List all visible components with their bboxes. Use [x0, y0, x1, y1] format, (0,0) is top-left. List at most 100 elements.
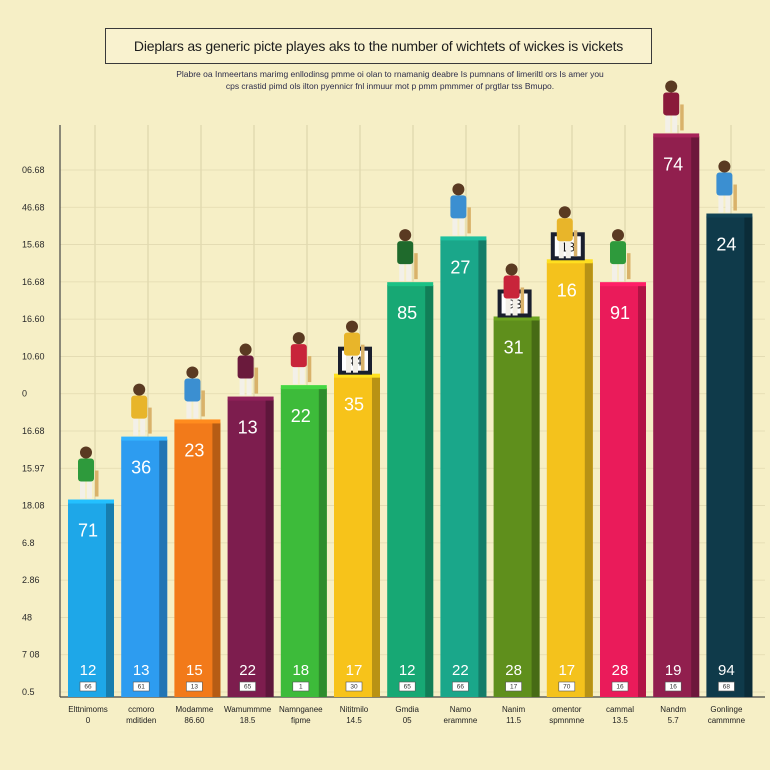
player-leg	[558, 240, 564, 259]
tag-box	[132, 681, 150, 692]
category-label: Modamme	[176, 705, 214, 714]
tag-label: 66	[457, 684, 465, 691]
player-leg	[80, 480, 85, 499]
tag-box	[611, 681, 629, 692]
bar-shadow	[212, 422, 221, 697]
tag-label: 16	[670, 684, 678, 691]
category-label: cammal	[606, 705, 634, 714]
bar-shadow	[744, 216, 753, 697]
player-jersey	[503, 275, 520, 299]
bar-top	[227, 396, 274, 401]
player-leg	[505, 297, 511, 316]
player-leg	[619, 263, 624, 282]
bar-base-label: 13	[133, 662, 150, 679]
player-head	[186, 366, 199, 379]
player-figure	[663, 80, 684, 133]
category-label: Nanim	[502, 705, 525, 714]
player-head	[718, 160, 731, 173]
bar-shadow	[531, 319, 540, 697]
y-tick-label: 2.86	[22, 575, 40, 585]
player-figure	[237, 343, 259, 396]
bar-shadow	[584, 262, 593, 697]
bar-base-label: 17	[346, 662, 363, 679]
player-leg	[246, 377, 252, 396]
bar-top	[121, 436, 168, 441]
tag-label: 66	[84, 684, 92, 691]
player-head	[505, 263, 518, 276]
player-jersey	[78, 458, 94, 482]
player-leg	[353, 354, 358, 373]
tag-label: 65	[244, 684, 252, 691]
tag-label: 13	[191, 684, 199, 691]
y-tick-label: 18.08	[22, 501, 45, 511]
player-leg	[725, 194, 731, 213]
players	[78, 80, 737, 499]
player-jersey	[450, 195, 467, 219]
bar-value-label: 27	[450, 257, 470, 277]
bar-top	[334, 373, 380, 378]
player-figure	[716, 160, 737, 213]
player-jersey	[131, 395, 148, 419]
tag-box	[452, 681, 469, 692]
player-leg	[565, 240, 571, 259]
player-head	[133, 383, 146, 396]
bar-value-label: 16	[557, 280, 577, 300]
bar-value-label: 85	[397, 303, 417, 323]
cricket-bat	[95, 470, 99, 497]
cricket-bat	[733, 184, 737, 211]
y-tick-label: 16.68	[22, 426, 45, 436]
bar-top	[653, 133, 700, 138]
category-sublabel: spmnmne	[549, 716, 585, 725]
bar-base-label: 22	[239, 662, 256, 679]
category-label: Namo	[450, 705, 472, 714]
bar-top	[387, 282, 434, 287]
bar-top	[440, 236, 487, 241]
bar-top	[706, 213, 753, 218]
bar-base-label: 28	[612, 662, 629, 679]
y-tick-label: 15.68	[22, 240, 45, 250]
cricket-bat	[414, 253, 418, 280]
tag-box	[558, 681, 576, 692]
y-tick-label: 6.8	[22, 538, 35, 548]
player-figure	[556, 206, 578, 259]
bar-shadow	[478, 239, 487, 697]
tag-label: 1	[299, 684, 303, 691]
player-leg	[665, 114, 671, 133]
bar-top	[600, 282, 646, 287]
player-leg	[133, 417, 139, 436]
player-head	[665, 80, 678, 93]
player-head	[399, 229, 412, 242]
player-leg	[186, 400, 192, 419]
bar-base-label: 18	[292, 662, 309, 679]
cricket-bat	[520, 287, 525, 314]
player-leg	[239, 377, 245, 396]
category-label: Nandm	[660, 705, 686, 714]
player-jersey	[290, 344, 307, 368]
cricket-bat	[148, 407, 152, 434]
category-sublabel: mditiden	[126, 716, 156, 725]
player-leg	[672, 114, 678, 133]
y-tick-label: 0.5	[22, 687, 35, 697]
tag-box	[505, 681, 522, 692]
category-label: Elttnimoms	[68, 705, 108, 714]
tag-box	[345, 681, 363, 692]
cricket-bat	[307, 356, 312, 383]
cricket-bat	[680, 104, 684, 131]
player-leg	[299, 366, 305, 385]
category-sublabel: erammne	[444, 716, 478, 725]
player-head	[292, 332, 305, 345]
tag-box	[79, 681, 97, 692]
y-tick-label: 16.68	[22, 277, 45, 287]
tag-label: 70	[563, 684, 571, 691]
bar-shadow	[372, 376, 380, 697]
y-tick-label: 0	[22, 389, 27, 399]
category-sublabel: 11.5	[506, 716, 522, 725]
subtitle-line-1: Plabre oa Inmeertans marimg enllodinsg p…	[176, 69, 604, 79]
y-tick-label: 16.60	[22, 314, 45, 324]
category-label: Nititmilo	[340, 705, 369, 714]
player-leg	[193, 400, 199, 419]
bar-base-label: 22	[452, 662, 469, 679]
category-labels: Elttnimoms 0 ccmoro mditiden Modamme 86.60 Wam…	[68, 705, 745, 725]
player-figure	[610, 229, 631, 282]
cricket-bat	[467, 207, 471, 234]
